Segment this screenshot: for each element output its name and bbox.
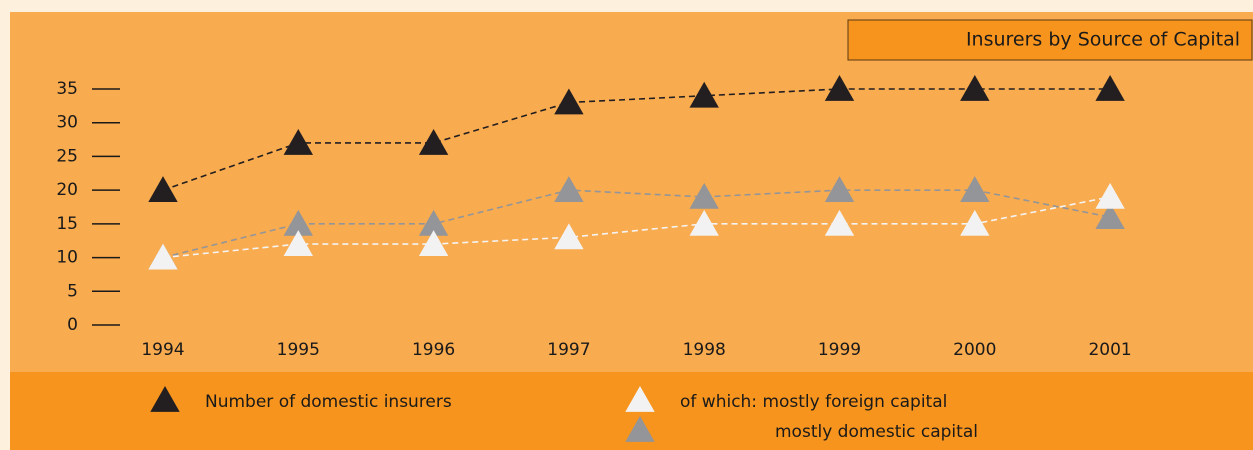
series-line <box>162 189 1111 259</box>
legend-marker <box>625 386 655 412</box>
x-tick-label: 1995 <box>277 340 320 360</box>
y-tick-label: 35 <box>56 79 78 99</box>
y-tick-label: 20 <box>56 180 78 200</box>
marker <box>283 128 313 155</box>
plot-background <box>10 12 1253 372</box>
y-tick-label: 10 <box>56 248 78 268</box>
y-tick-label: 15 <box>56 214 78 234</box>
marker <box>1095 203 1125 230</box>
x-tick-label: 1999 <box>818 340 861 360</box>
marker <box>554 223 584 250</box>
legend-label: mostly domestic capital <box>775 422 978 442</box>
y-tick-label: 30 <box>56 113 78 133</box>
marker <box>148 243 178 270</box>
legend-label: of which: mostly foreign capital <box>680 392 947 412</box>
marker <box>418 209 449 236</box>
marker <box>824 209 855 236</box>
marker <box>824 176 855 203</box>
marker <box>960 176 990 203</box>
x-tick-label: 1997 <box>547 340 590 360</box>
x-tick-label: 2001 <box>1088 340 1131 360</box>
x-tick-label: 1996 <box>412 340 455 360</box>
marker <box>283 209 313 236</box>
x-tick-label: 2000 <box>953 340 996 360</box>
series-line <box>162 88 1111 191</box>
y-tick-label: 0 <box>67 315 78 335</box>
legend-marker <box>150 386 180 412</box>
marker <box>689 182 719 209</box>
marker <box>689 81 719 108</box>
marker <box>1095 75 1125 101</box>
marker <box>554 88 584 115</box>
marker <box>960 75 990 101</box>
marker <box>960 209 990 236</box>
y-tick-label: 25 <box>56 146 78 166</box>
marker <box>418 230 449 256</box>
chart-title: Insurers by Source of Capital <box>966 29 1240 51</box>
marker <box>418 128 449 155</box>
legend-label: Number of domestic insurers <box>205 392 452 412</box>
marker <box>689 209 719 236</box>
marker <box>148 176 178 203</box>
x-tick-label: 1994 <box>141 340 184 360</box>
series-line <box>162 196 1111 259</box>
marker <box>554 176 584 203</box>
title-box <box>847 19 1253 61</box>
marker <box>283 230 313 256</box>
x-tick-label: 1998 <box>683 340 726 360</box>
legend-marker <box>625 416 655 442</box>
y-tick-label: 5 <box>67 281 78 301</box>
marker <box>1095 182 1125 209</box>
marker <box>824 75 855 101</box>
